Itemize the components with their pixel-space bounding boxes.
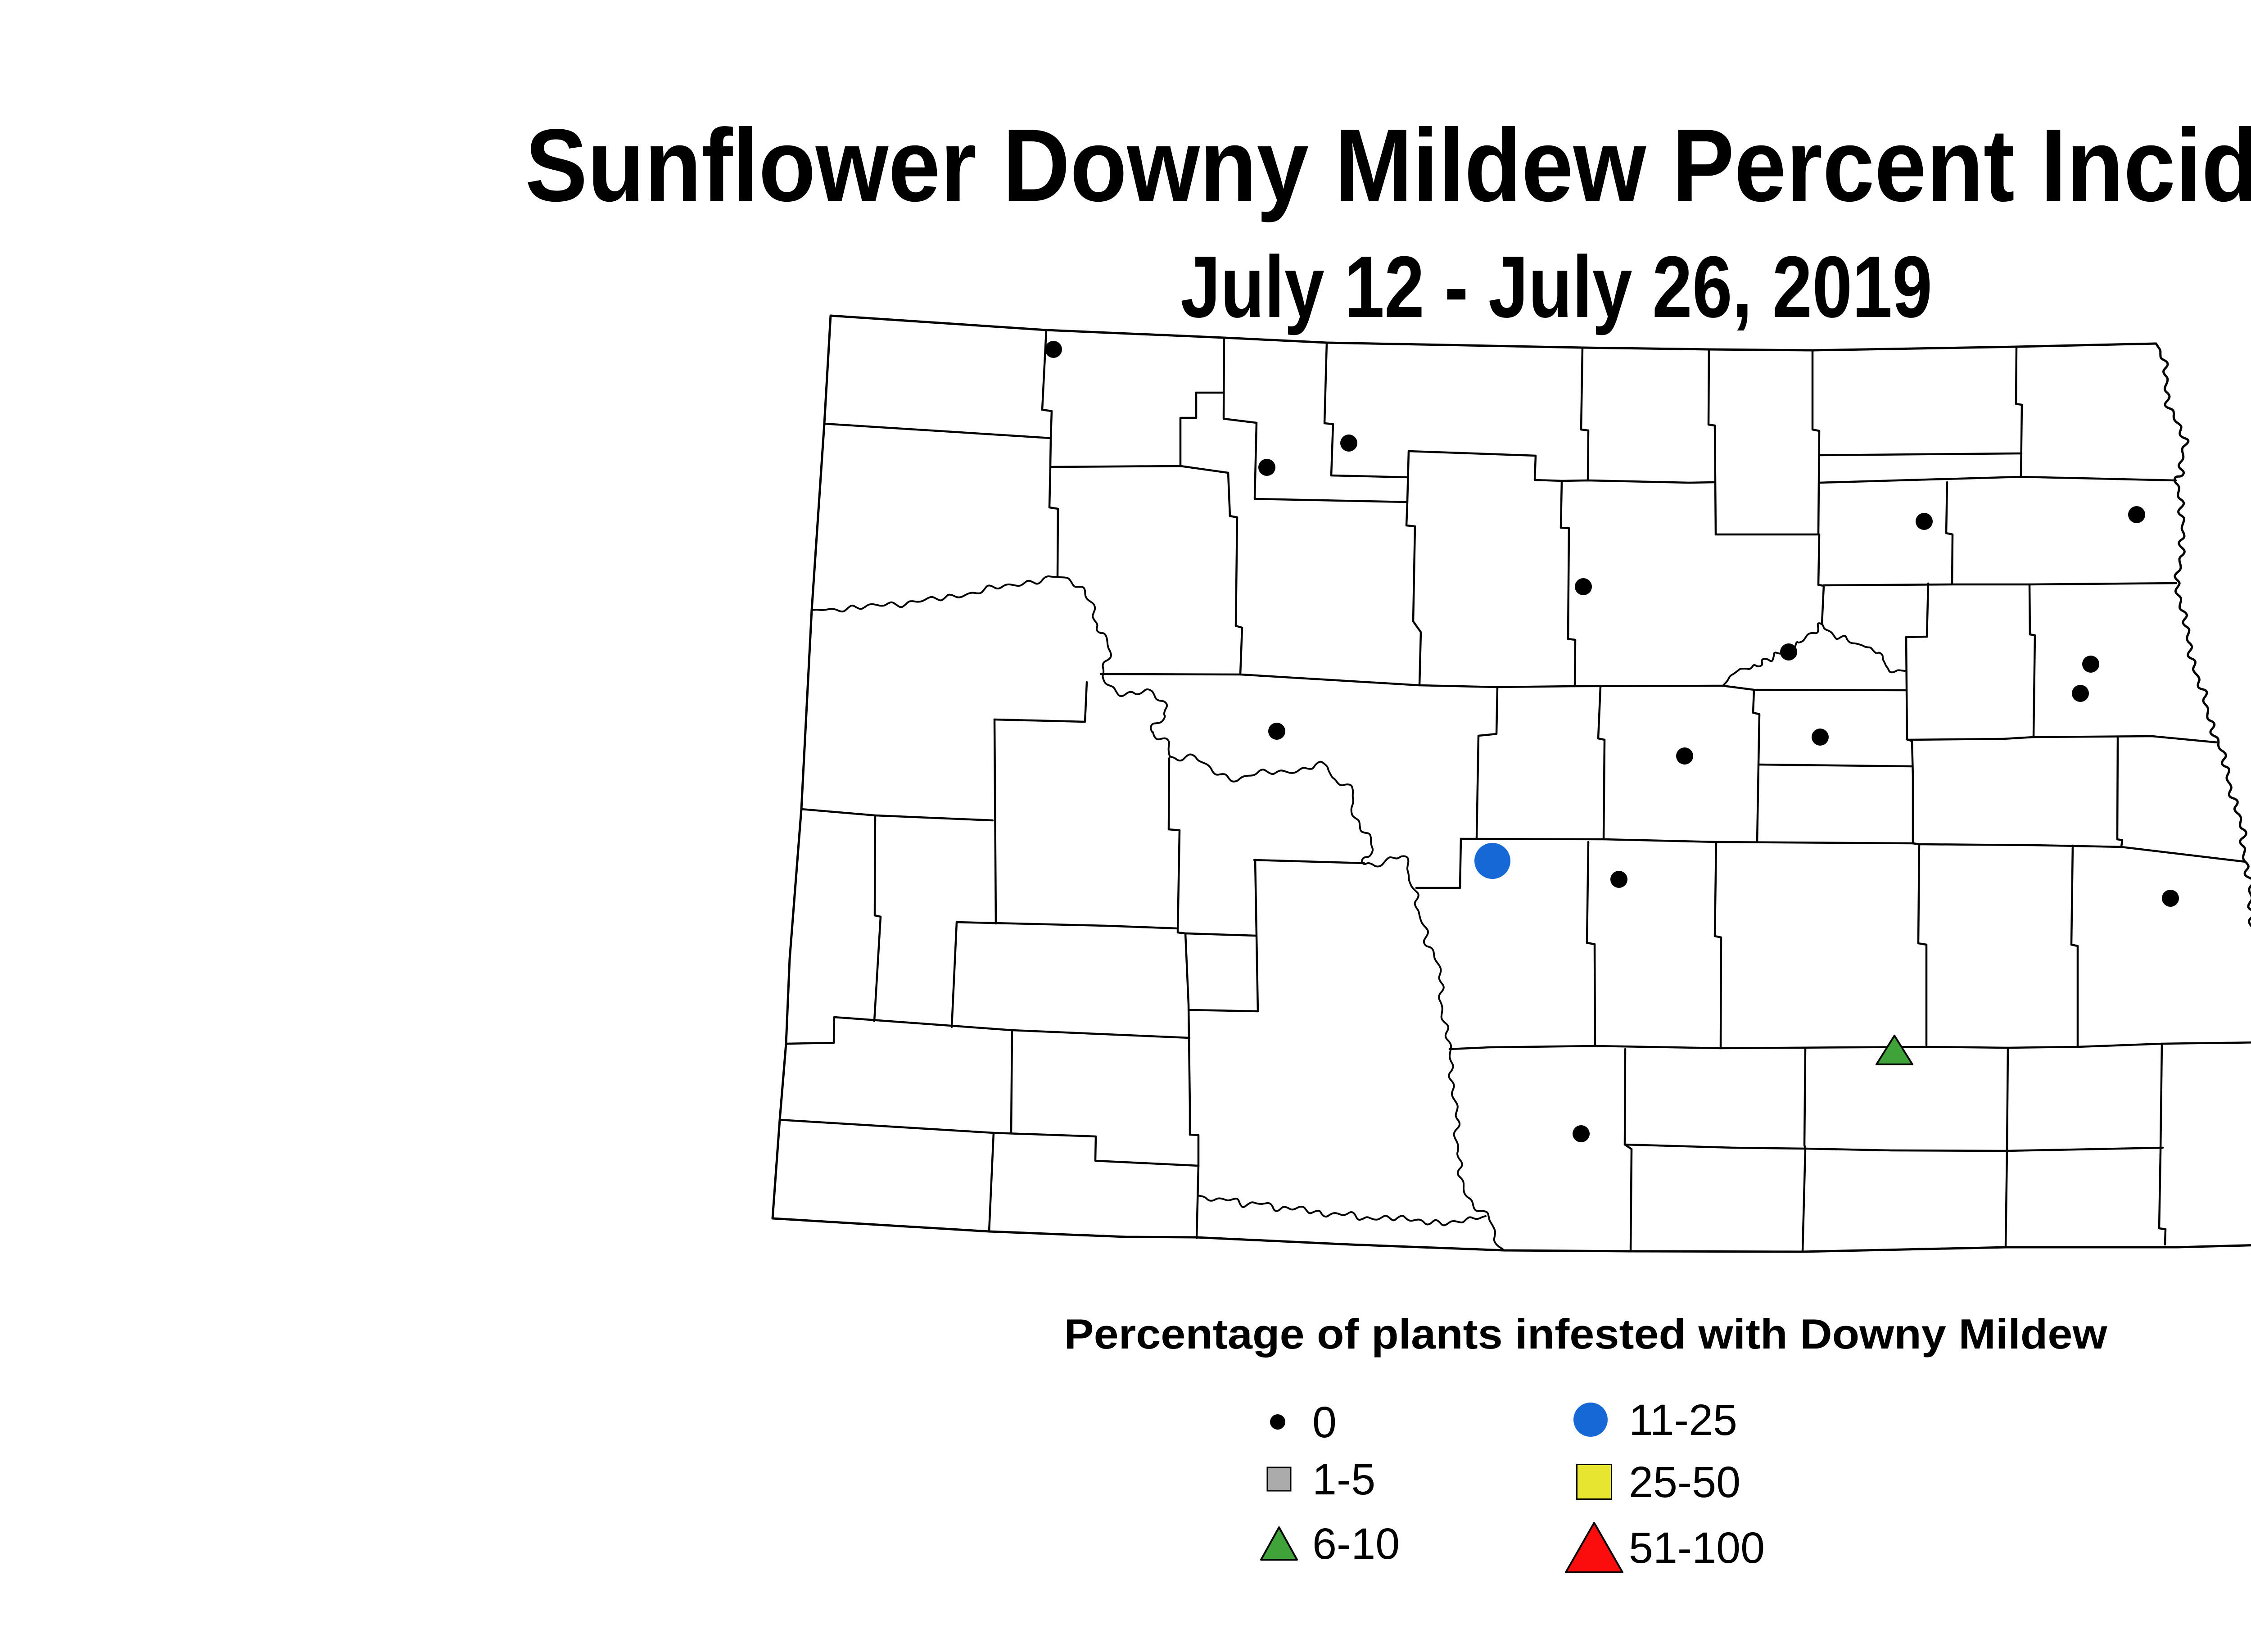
missouri-river	[811, 575, 1505, 1251]
county-boundary-line	[1822, 582, 2178, 587]
marker-incidence-0-dot	[1045, 341, 1062, 358]
county-boundary-line	[2004, 1046, 2009, 1249]
county-boundary-line	[1597, 685, 1606, 841]
county-boundary-line	[1010, 1029, 1013, 1135]
marker-incidence-0-dot	[1780, 643, 1797, 661]
county-boundary-line	[955, 921, 1179, 930]
marker-incidence-6-10-triangle	[1876, 1035, 1913, 1065]
legend-label-51-100: 51-100	[1629, 1523, 1765, 1572]
marker-incidence-0-dot	[1575, 578, 1592, 595]
marker-incidence-0-dot	[1340, 434, 1357, 452]
county-boundary-line	[988, 1132, 995, 1233]
marker-incidence-0-dot	[1812, 729, 1829, 746]
marker-incidence-11-25-circle	[1474, 843, 1510, 879]
county-boundary-line	[1048, 437, 1059, 578]
county-boundary-line	[1752, 688, 1761, 843]
county-boundary-line	[873, 814, 882, 1023]
county-boundary-line	[1254, 859, 1259, 1013]
marker-incidence-0-dot	[1676, 747, 1693, 765]
county-boundary-line	[1405, 450, 1422, 687]
county-boundary-line	[1253, 859, 1365, 864]
county-boundary-line	[1714, 349, 1821, 536]
legend-label-11-25: 11-25	[1629, 1395, 1737, 1444]
legend-label-0: 0	[1312, 1398, 1337, 1447]
marker-incidence-0-dot	[2162, 890, 2179, 907]
marker-incidence-0-dot	[2128, 506, 2145, 523]
legend-symbol-0	[1270, 1414, 1285, 1430]
legend-label-25-50: 25-50	[1629, 1457, 1740, 1507]
legend-symbol-layer	[1260, 1403, 1623, 1573]
county-boundary-line	[785, 1016, 1191, 1045]
county-boundary-line	[1041, 329, 1053, 439]
county-boundary-line	[1448, 1041, 2251, 1050]
marker-incidence-0-dot	[2082, 656, 2099, 673]
marker-incidence-0-dot	[2072, 685, 2089, 702]
county-boundary-line	[993, 681, 1088, 723]
county-boundary-line	[823, 422, 1052, 439]
cannonball-river	[1197, 1195, 1487, 1227]
county-boundary-line	[1167, 757, 1257, 937]
county-boundary-line	[2070, 844, 2079, 1047]
marker-incidence-0-dot	[1610, 871, 1627, 888]
county-boundary-line	[1460, 837, 2247, 863]
county-boundary-line	[1713, 841, 1722, 1050]
map-geometry-layer	[771, 314, 2251, 1253]
county-boundary-line	[1818, 452, 2023, 457]
marker-incidence-0-dot	[1258, 459, 1275, 476]
legend-symbol-11-25	[1573, 1403, 1608, 1437]
legend-symbol-1-5	[1266, 1466, 1292, 1492]
marker-incidence-0-dot	[1573, 1125, 1590, 1142]
county-boundary-line	[1187, 1009, 1259, 1013]
county-boundary-line	[1757, 763, 1913, 768]
legend-symbol-51-100	[1565, 1522, 1623, 1573]
devils-lake-sheyenne	[1722, 622, 1906, 687]
legend-symbol-6-10	[1260, 1526, 1298, 1561]
county-boundary-line	[778, 1118, 1200, 1167]
map-marker-layer	[1045, 341, 2179, 1142]
legend-label-1-5: 1-5	[1312, 1455, 1375, 1504]
county-boundary-line	[1945, 481, 1954, 586]
marker-incidence-0-dot	[1268, 723, 1285, 740]
map-title: Sunflower Downy Mildew Percent Incidence	[525, 108, 2251, 223]
legend-symbol-25-50	[1576, 1464, 1612, 1500]
county-boundary-line	[1623, 1143, 2164, 1152]
county-boundary-line	[1817, 533, 1825, 625]
county-boundary-line	[993, 718, 997, 925]
county-boundary-line	[1222, 336, 1409, 503]
county-boundary-line	[1559, 480, 1577, 688]
county-boundary-line	[1623, 1048, 1633, 1253]
legend-label-6-10: 6-10	[1312, 1519, 1400, 1568]
county-boundary-line	[1906, 735, 2219, 744]
county-boundary-line	[950, 921, 958, 1028]
county-boundary-line	[1580, 346, 1590, 482]
county-boundary-line	[2015, 345, 2023, 478]
county-boundary-line	[1415, 837, 1462, 889]
legend-title: Percentage of plants infested with Downy…	[1064, 1310, 2108, 1358]
county-boundary-line	[2028, 583, 2036, 738]
county-boundary-line	[1179, 391, 1225, 467]
county-boundary-line	[1801, 1048, 1807, 1253]
county-boundary-line	[1707, 348, 1717, 536]
county-boundary-line	[1586, 841, 1596, 1047]
county-boundary-line	[2116, 735, 2124, 848]
county-boundary-line	[2158, 1042, 2167, 1246]
county-boundary-line	[1227, 471, 1243, 676]
county-boundary-line	[1323, 341, 1409, 479]
county-boundary-line	[1099, 673, 1907, 692]
marker-incidence-0-dot	[1916, 513, 1933, 530]
state-outline	[771, 314, 2251, 1253]
county-boundary-line	[1475, 686, 1499, 839]
map-subtitle: July 12 - July 26, 2019	[1180, 238, 1932, 336]
county-boundary-line	[1818, 475, 2177, 484]
county-boundary-line	[1905, 582, 1930, 1046]
